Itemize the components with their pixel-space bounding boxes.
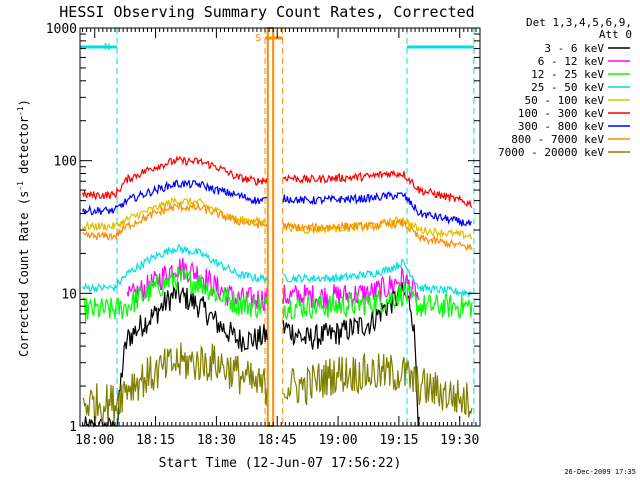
series-layer [82,155,473,429]
legend-entry-label: 50 - 100 keV [525,94,605,107]
legend-entry-label: 12 - 25 keV [531,68,604,81]
y-axis: 1 10 100 1000 [46,22,480,435]
legend-entry-label: 100 - 300 keV [518,107,604,120]
series-line [282,191,473,227]
series-line [82,196,268,232]
series-line [82,155,268,202]
legend-entry-label: 7000 - 20000 keV [498,146,604,159]
x-tick-label: 18:45 [258,433,297,448]
flag-label: S [255,33,261,44]
x-tick-label: 18:00 [75,433,114,448]
series-line [82,179,268,216]
y-tick-label: 1000 [46,22,77,37]
x-tick-label: 19:30 [440,433,479,448]
y-axis-label: Corrected Count Rate (s-1 detector-1) [16,99,31,357]
legend-entry-label: 6 - 12 keV [538,55,605,68]
footer-date: 26-Dec-2009 17:35 [564,468,636,476]
series-line [82,243,268,293]
y-tick-label: 10 [61,287,77,302]
series-line [282,267,420,309]
legend-entry-label: 25 - 50 keV [531,81,604,94]
series-line [282,169,473,208]
x-tick-label: 19:15 [379,433,418,448]
x-tick-label: 19:00 [318,433,357,448]
series-line [282,217,473,252]
x-tick-label: 18:15 [136,433,175,448]
legend-entry-label: 300 - 800 keV [518,120,604,133]
x-tick-label: 18:30 [197,433,236,448]
series-line [282,353,473,418]
plot-frame [79,27,481,427]
y-tick-label: 1 [69,420,77,435]
series-line [283,259,473,299]
legend-entry-label: 3 - 6 keV [544,42,604,55]
series-line [82,266,268,323]
legend-title: Det 1,3,4,5,6,9, [526,16,632,29]
series-line [282,282,420,427]
flag-label: N [104,42,110,53]
legend-entry-label: 800 - 7000 keV [511,133,604,146]
x-axis: 18:00 18:15 18:30 18:45 19:00 19:15 19:30 [75,28,479,448]
chart-title: HESSI Observing Summary Count Rates, Cor… [59,3,474,21]
series-line [282,284,473,321]
legend-title: Att 0 [599,28,632,41]
series-line [82,342,268,425]
y-tick-label: 100 [54,155,77,170]
x-axis-label: Start Time (12-Jun-07 17:56:22) [159,456,402,471]
series-line [82,281,268,429]
series-line [82,201,268,242]
